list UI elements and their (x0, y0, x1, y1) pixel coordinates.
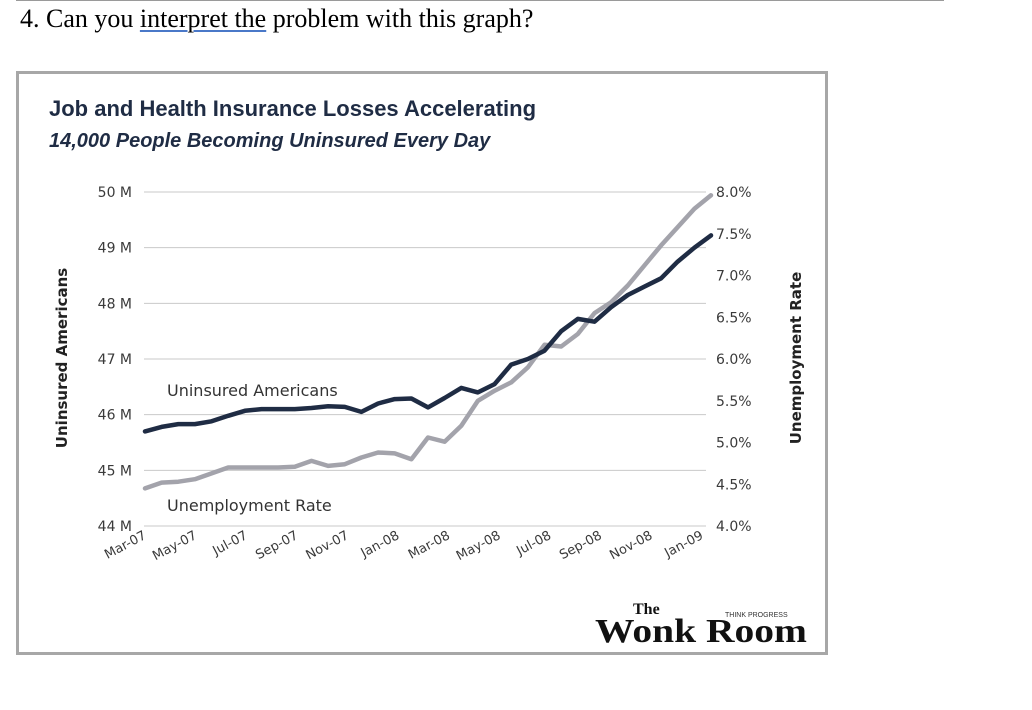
wonk-room-logo: The THINK PROGRESS Wonk Room (595, 601, 807, 650)
grid (144, 191, 706, 527)
x-tick: Sep-08 (557, 528, 604, 563)
y-tick-right: 6.5% (716, 310, 752, 326)
chart-subtitle: 14,000 People Becoming Uninsured Every D… (49, 130, 491, 152)
chart-svg: Job and Health Insurance Losses Accelera… (49, 96, 807, 650)
x-tick: May-07 (150, 528, 199, 564)
x-tick: Jul-07 (210, 528, 251, 559)
y-tick-left: 46 M (98, 408, 132, 424)
series-label-unemployment: Unemployment Rate (167, 496, 332, 515)
y-tick-right: 4.0% (716, 519, 752, 535)
x-ticks: Mar-07 May-07 Jul-07 Sep-07 Nov-07 Jan-08 Mar-… (102, 528, 706, 564)
y-tick-left: 50 M (98, 185, 132, 201)
series-line-uninsured (142, 233, 714, 434)
y-tick-right: 5.5% (716, 394, 752, 410)
y-tick-right: 7.0% (716, 269, 752, 285)
y-tick-right: 8.0% (716, 185, 752, 201)
series-lines (142, 193, 714, 491)
y-axis-label-right: Unemployment Rate (787, 272, 805, 445)
x-tick: Jan-09 (662, 528, 706, 561)
y-ticks-right: 8.0% 7.5% 7.0% 6.5% 6.0% 5.5% 5.0% 4.5% 4.0% (716, 185, 752, 535)
x-tick: Nov-07 (304, 528, 352, 563)
question-prefix: 4. Can you (20, 4, 140, 33)
x-tick: Jul-08 (513, 528, 554, 559)
y-ticks-left: 50 M 49 M 48 M 47 M 46 M 45 M 44 M (98, 185, 132, 535)
chart-title: Job and Health Insurance Losses Accelera… (49, 96, 536, 121)
x-tick: Mar-08 (406, 528, 453, 562)
top-rule (16, 0, 944, 1)
logo-the: The (633, 601, 660, 618)
x-tick: Jan-08 (358, 528, 402, 561)
y-tick-right: 6.0% (716, 352, 752, 368)
y-tick-left: 48 M (98, 296, 132, 312)
logo-tiny-text: THINK PROGRESS (725, 612, 788, 619)
x-tick: May-08 (454, 528, 503, 564)
y-tick-left: 44 M (98, 519, 132, 535)
y-tick-left: 45 M (98, 463, 132, 479)
y-tick-right: 4.5% (716, 477, 752, 493)
series-line-unemployment (142, 193, 714, 491)
x-tick: Nov-08 (607, 528, 655, 563)
question-text: 4. Can you interpret the problem with th… (20, 2, 533, 36)
chart-frame: Job and Health Insurance Losses Accelera… (16, 71, 828, 655)
question-underlined: interpret the (139, 4, 267, 33)
logo-wonk-room: Wonk Room (595, 613, 807, 650)
y-axis-label-left: Uninsured Americans (53, 268, 71, 448)
y-tick-right: 5.0% (716, 436, 752, 452)
y-tick-right: 7.5% (716, 227, 752, 243)
question-suffix: problem with this graph? (266, 4, 534, 33)
y-tick-left: 47 M (98, 352, 132, 368)
x-tick: Sep-07 (253, 528, 300, 563)
series-label-uninsured: Uninsured Americans (167, 381, 338, 400)
y-tick-left: 49 M (98, 241, 132, 257)
